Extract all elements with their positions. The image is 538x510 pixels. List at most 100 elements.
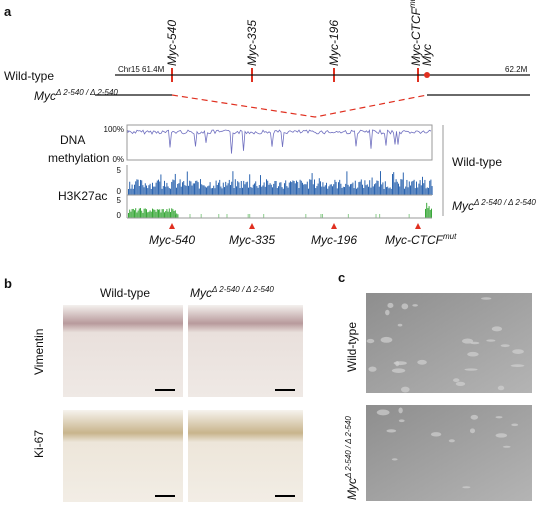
gene-label: Myc xyxy=(420,44,434,66)
signal-bar xyxy=(212,188,213,195)
signal-bar xyxy=(173,210,175,218)
signal-bar xyxy=(175,214,176,218)
signal-bar xyxy=(323,186,325,195)
signal-bar xyxy=(140,179,141,195)
gene: Myc xyxy=(345,478,359,500)
signal-bar xyxy=(200,214,202,218)
signal-bar xyxy=(296,180,297,195)
gene: Myc xyxy=(452,199,474,213)
signal-bar xyxy=(328,186,330,195)
signal-bar xyxy=(245,182,247,195)
signal-bar xyxy=(150,211,152,218)
signal-bar xyxy=(326,182,327,195)
signal-bar xyxy=(372,186,374,195)
row-label: Ki-67 xyxy=(32,430,46,458)
signal-bar xyxy=(310,179,312,195)
cell xyxy=(486,339,496,342)
signal-bar xyxy=(170,212,171,218)
signal-bar xyxy=(129,181,131,195)
signal-bar xyxy=(219,179,221,195)
signal-bar xyxy=(327,188,329,195)
track-scale: 0% xyxy=(112,155,124,164)
signal-bar xyxy=(222,182,224,195)
signal-bar xyxy=(153,209,155,218)
signal-bar xyxy=(424,179,426,195)
signal-bar xyxy=(382,182,384,195)
signal-bar xyxy=(419,180,421,195)
signal-bar xyxy=(141,180,143,195)
signal-bar xyxy=(142,212,144,218)
signal-bar xyxy=(185,185,187,195)
signal-bar xyxy=(305,214,307,218)
signal-bar xyxy=(166,182,168,195)
signal-bar xyxy=(137,179,139,195)
signal-bar xyxy=(431,186,433,195)
signal-bar xyxy=(182,182,183,195)
signal-bar xyxy=(131,208,133,218)
cell xyxy=(385,309,390,316)
signal-bar xyxy=(177,183,179,195)
signal-bar xyxy=(377,180,379,195)
element-label: Myc-540 xyxy=(149,233,195,247)
signal-bar xyxy=(132,188,134,195)
signal-bar xyxy=(173,180,175,195)
signal-bar xyxy=(322,182,324,195)
signal-bar xyxy=(357,187,359,195)
signal-bar xyxy=(178,183,180,195)
cell xyxy=(467,351,479,357)
signal-bar xyxy=(358,182,360,195)
element-label: Myc-196 xyxy=(327,20,341,66)
coord-start: Chr15 61.4M xyxy=(118,65,165,74)
cell xyxy=(395,361,400,367)
signal-bar xyxy=(132,208,134,218)
signal-bar xyxy=(237,181,239,195)
signal-bar xyxy=(306,181,308,195)
signal-bar xyxy=(341,187,343,195)
signal-bar xyxy=(148,185,150,195)
signal-bar xyxy=(215,180,217,195)
element-marker xyxy=(415,223,421,229)
signal-bar xyxy=(347,184,349,195)
signal-bar xyxy=(206,187,207,195)
signal-bar xyxy=(264,186,266,195)
name: Myc-CTCF xyxy=(409,7,423,66)
cell xyxy=(464,368,478,371)
signal-bar xyxy=(198,188,200,195)
element-label: Myc-196 xyxy=(311,233,357,247)
signal-bar xyxy=(258,185,260,195)
signal-bar xyxy=(303,184,305,195)
signal-bar xyxy=(402,172,404,195)
signal-bar xyxy=(413,179,415,195)
histology-image xyxy=(188,305,303,397)
signal-bar xyxy=(262,185,264,195)
signal-bar xyxy=(282,188,284,195)
signal-bar xyxy=(174,173,176,195)
track-scale: 5 xyxy=(117,166,122,175)
signal-bar xyxy=(156,209,158,218)
signal-bar xyxy=(324,185,326,195)
track-scale: 0 xyxy=(117,187,122,196)
signal-bar xyxy=(272,187,273,195)
signal-bar xyxy=(261,186,263,195)
signal-bar xyxy=(395,179,397,195)
histology-image xyxy=(188,410,303,502)
signal-bar xyxy=(227,183,229,195)
signal-bar xyxy=(166,209,168,218)
signal-bar xyxy=(321,186,323,195)
signal-bar xyxy=(249,174,251,195)
signal-bar xyxy=(420,185,422,195)
cell xyxy=(391,368,406,373)
signal-bar xyxy=(153,186,155,195)
signal-bar xyxy=(165,186,167,195)
signal-bar xyxy=(221,188,223,195)
signal-bar xyxy=(429,209,431,218)
cell xyxy=(495,416,503,419)
sup: Δ 2-540 / Δ 2-540 xyxy=(211,285,274,294)
signal-bar xyxy=(190,181,192,195)
signal-bar xyxy=(340,183,342,195)
signal-bar xyxy=(332,186,333,195)
signal-bar xyxy=(146,185,147,195)
signal-bar xyxy=(207,186,209,195)
signal-bar xyxy=(276,188,278,195)
column-label: MycΔ 2-540 / Δ 2-540 xyxy=(190,285,274,300)
